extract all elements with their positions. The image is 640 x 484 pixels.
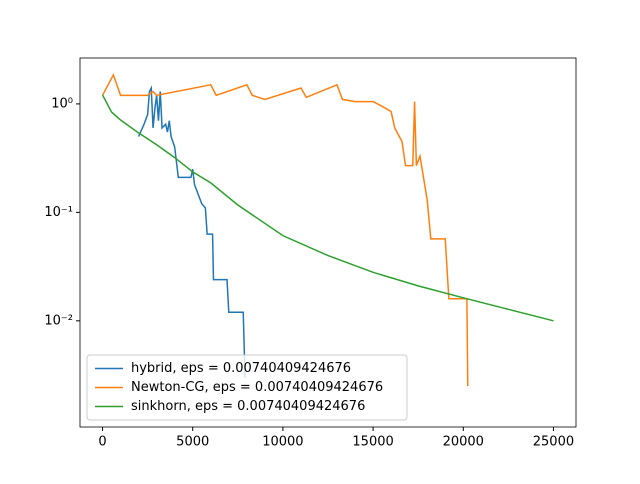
legend-label: hybrid, eps = 0.00740409424676 xyxy=(131,361,351,376)
series-line xyxy=(101,94,554,322)
x-tick-label: 15000 xyxy=(352,435,393,450)
series-line xyxy=(101,73,469,387)
x-tick-label: 25000 xyxy=(533,435,574,450)
legend-label: sinkhorn, eps = 0.00740409424676 xyxy=(131,399,365,414)
y-tick-label: 10⁻¹ xyxy=(44,205,73,220)
x-tick-label: 20000 xyxy=(443,435,484,450)
plot-frame xyxy=(79,57,577,428)
series-line xyxy=(137,85,246,378)
y-tick-label: 10⁻² xyxy=(44,313,73,328)
x-tick-label: 0 xyxy=(98,435,106,450)
legend-label: Newton-CG, eps = 0.00740409424676 xyxy=(131,380,383,395)
x-tick-label: 5000 xyxy=(176,435,209,450)
legend-box xyxy=(86,354,408,421)
x-tick-label: 10000 xyxy=(262,435,303,450)
y-tick-label: 10⁰ xyxy=(51,96,73,111)
